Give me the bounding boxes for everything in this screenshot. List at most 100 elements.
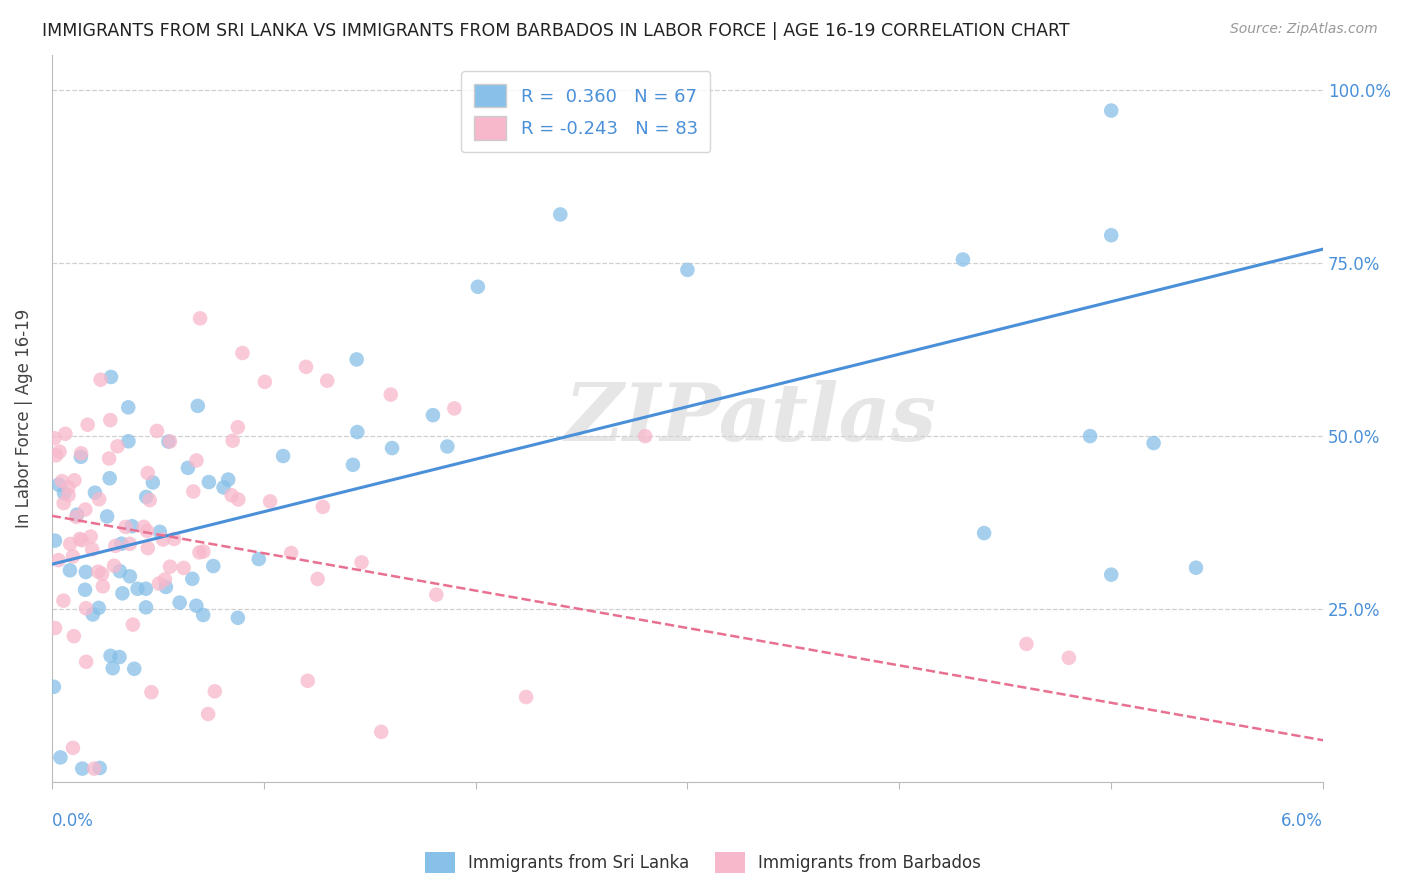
Point xyxy=(380,387,402,401)
Point xyxy=(186,453,208,467)
Point xyxy=(193,607,215,622)
Point xyxy=(221,488,243,502)
Point xyxy=(66,508,89,522)
Point xyxy=(316,374,339,388)
Point xyxy=(83,762,105,776)
Point xyxy=(226,492,249,507)
Point xyxy=(148,576,170,591)
Point xyxy=(425,588,447,602)
Point xyxy=(91,579,114,593)
Point xyxy=(973,526,995,541)
Point xyxy=(49,750,72,764)
Point xyxy=(135,490,157,504)
Point xyxy=(153,573,176,587)
Point xyxy=(127,582,149,596)
Point xyxy=(312,500,335,514)
Point xyxy=(350,555,373,569)
Point xyxy=(53,426,76,441)
Point xyxy=(53,486,76,500)
Point xyxy=(676,263,699,277)
Point xyxy=(101,661,124,675)
Point xyxy=(381,441,404,455)
Point xyxy=(253,375,276,389)
Point xyxy=(87,565,110,579)
Point xyxy=(212,480,235,494)
Point xyxy=(70,450,93,464)
Point xyxy=(198,475,221,489)
Point xyxy=(136,466,159,480)
Point xyxy=(70,533,93,548)
Text: 6.0%: 6.0% xyxy=(1281,812,1323,830)
Point xyxy=(117,434,139,449)
Point xyxy=(177,460,200,475)
Point xyxy=(58,488,80,502)
Point xyxy=(186,599,208,613)
Point xyxy=(110,537,132,551)
Point xyxy=(1142,436,1164,450)
Point xyxy=(82,607,104,622)
Point xyxy=(1099,567,1122,582)
Point xyxy=(152,533,174,547)
Point xyxy=(132,520,155,534)
Point xyxy=(952,252,974,267)
Point xyxy=(346,425,368,439)
Point xyxy=(1099,103,1122,118)
Point xyxy=(297,673,319,688)
Point xyxy=(48,444,70,458)
Point xyxy=(515,690,537,704)
Point xyxy=(422,408,444,422)
Point xyxy=(75,655,97,669)
Point xyxy=(62,740,84,755)
Point xyxy=(59,563,82,577)
Point xyxy=(75,502,97,516)
Point xyxy=(100,648,122,663)
Point xyxy=(91,566,114,581)
Point xyxy=(188,311,211,326)
Legend: Immigrants from Sri Lanka, Immigrants from Barbados: Immigrants from Sri Lanka, Immigrants fr… xyxy=(419,846,987,880)
Point xyxy=(103,558,125,573)
Point xyxy=(76,417,98,432)
Point xyxy=(70,446,93,460)
Point xyxy=(136,524,159,538)
Point xyxy=(42,680,65,694)
Point xyxy=(44,533,66,548)
Point xyxy=(1185,560,1208,574)
Point xyxy=(634,429,657,443)
Legend: R =  0.360   N = 67, R = -0.243   N = 83: R = 0.360 N = 67, R = -0.243 N = 83 xyxy=(461,71,710,153)
Point xyxy=(98,471,121,485)
Point xyxy=(48,477,70,491)
Point xyxy=(107,439,129,453)
Point xyxy=(48,553,70,567)
Point xyxy=(69,532,91,546)
Point xyxy=(45,448,67,462)
Point xyxy=(1015,637,1038,651)
Point xyxy=(62,549,84,564)
Point xyxy=(141,685,163,699)
Point xyxy=(181,484,204,499)
Point xyxy=(342,458,364,472)
Point xyxy=(72,762,94,776)
Point xyxy=(80,529,103,543)
Point xyxy=(259,494,281,508)
Point xyxy=(155,580,177,594)
Point xyxy=(226,420,249,434)
Text: 0.0%: 0.0% xyxy=(52,812,94,830)
Point xyxy=(104,539,127,553)
Text: IMMIGRANTS FROM SRI LANKA VS IMMIGRANTS FROM BARBADOS IN LABOR FORCE | AGE 16-19: IMMIGRANTS FROM SRI LANKA VS IMMIGRANTS … xyxy=(42,22,1070,40)
Point xyxy=(181,572,204,586)
Point xyxy=(58,480,80,494)
Point xyxy=(193,544,215,558)
Point xyxy=(346,352,368,367)
Point xyxy=(157,434,180,449)
Point xyxy=(122,617,145,632)
Point xyxy=(135,600,157,615)
Point xyxy=(1078,429,1101,443)
Point xyxy=(118,537,141,551)
Point xyxy=(63,473,86,487)
Point xyxy=(59,537,82,551)
Point xyxy=(202,559,225,574)
Point xyxy=(73,582,96,597)
Point xyxy=(135,582,157,596)
Point xyxy=(295,359,318,374)
Point xyxy=(226,611,249,625)
